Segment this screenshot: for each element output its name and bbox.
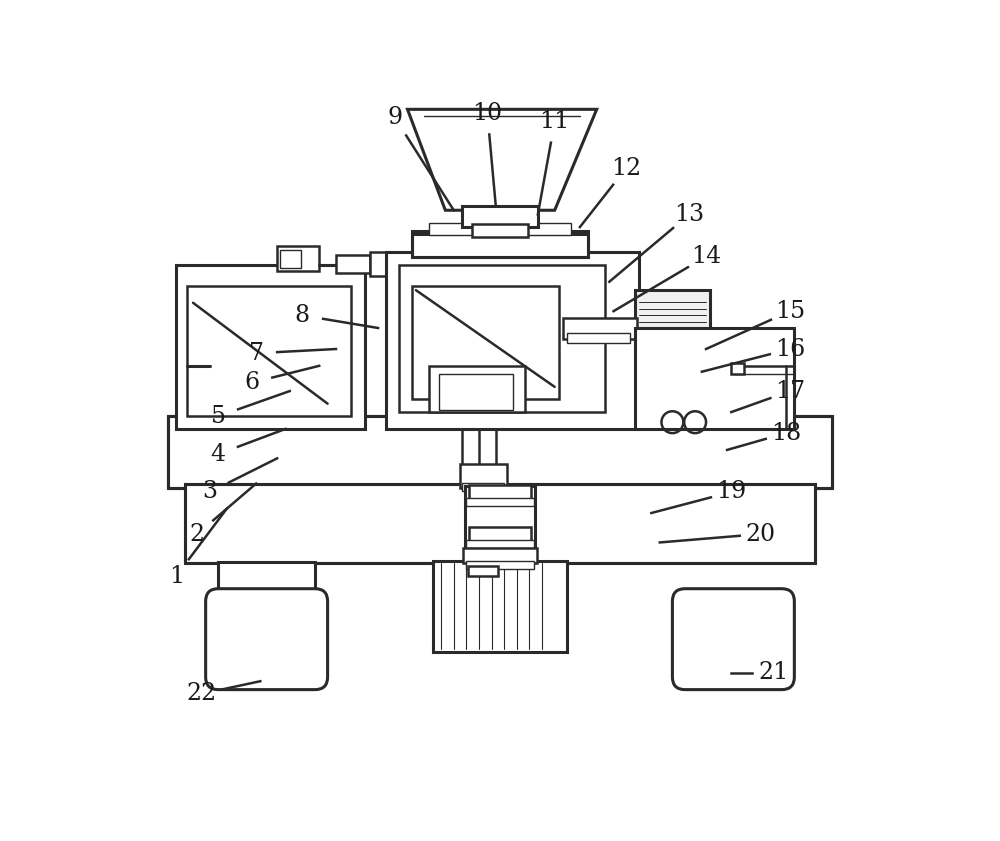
Bar [370,252,388,276]
Polygon shape [407,109,597,210]
Text: 9: 9 [387,106,402,130]
Bar [710,627,757,660]
Text: 10: 10 [472,102,502,125]
Bar [429,366,525,412]
Bar [635,328,794,429]
Text: 20: 20 [746,522,776,546]
Bar [460,464,507,488]
Bar [168,416,832,488]
Bar [469,527,531,542]
Text: 17: 17 [775,379,805,403]
Bar [386,252,639,429]
Bar [168,416,832,488]
Bar [336,255,370,273]
Text: 15: 15 [775,299,805,323]
Text: 5: 5 [211,405,226,428]
Bar [472,224,528,237]
Bar [280,250,301,268]
Text: 3: 3 [202,480,217,504]
Bar [243,627,290,660]
Bar [465,486,535,563]
Bar [218,562,315,639]
Text: 22: 22 [186,682,217,706]
Bar [466,498,534,506]
Bar [277,246,319,271]
Text: 19: 19 [716,480,746,504]
Bar [433,561,567,652]
Bar [412,231,588,257]
Bar [466,540,534,548]
Text: 13: 13 [674,203,704,226]
Bar [635,290,710,353]
Text: 21: 21 [758,661,788,685]
Bar [463,548,537,563]
Bar [731,363,744,374]
FancyBboxPatch shape [672,589,794,690]
Bar [412,286,559,399]
Text: 14: 14 [691,245,721,268]
Text: 1: 1 [169,564,184,588]
Bar [462,206,538,227]
Bar [185,484,815,563]
Bar [176,265,365,429]
FancyBboxPatch shape [206,589,328,690]
Text: 12: 12 [611,156,641,180]
Bar [635,290,710,353]
Bar [567,333,630,343]
Bar [187,286,351,416]
Text: 18: 18 [771,421,801,445]
Text: 7: 7 [249,341,264,365]
Bar [476,197,524,212]
Text: 6: 6 [244,371,259,394]
Bar [462,209,538,225]
Bar [466,561,534,569]
Text: 8: 8 [295,304,310,327]
Text: 2: 2 [190,522,205,546]
Bar [468,566,498,576]
Text: 16: 16 [775,337,805,361]
Bar [563,318,637,339]
Bar [469,485,531,500]
Bar [429,223,571,235]
Text: 11: 11 [540,110,570,134]
Text: 4: 4 [211,442,226,466]
Bar [462,483,504,491]
Bar [439,374,513,410]
Bar [399,265,605,412]
